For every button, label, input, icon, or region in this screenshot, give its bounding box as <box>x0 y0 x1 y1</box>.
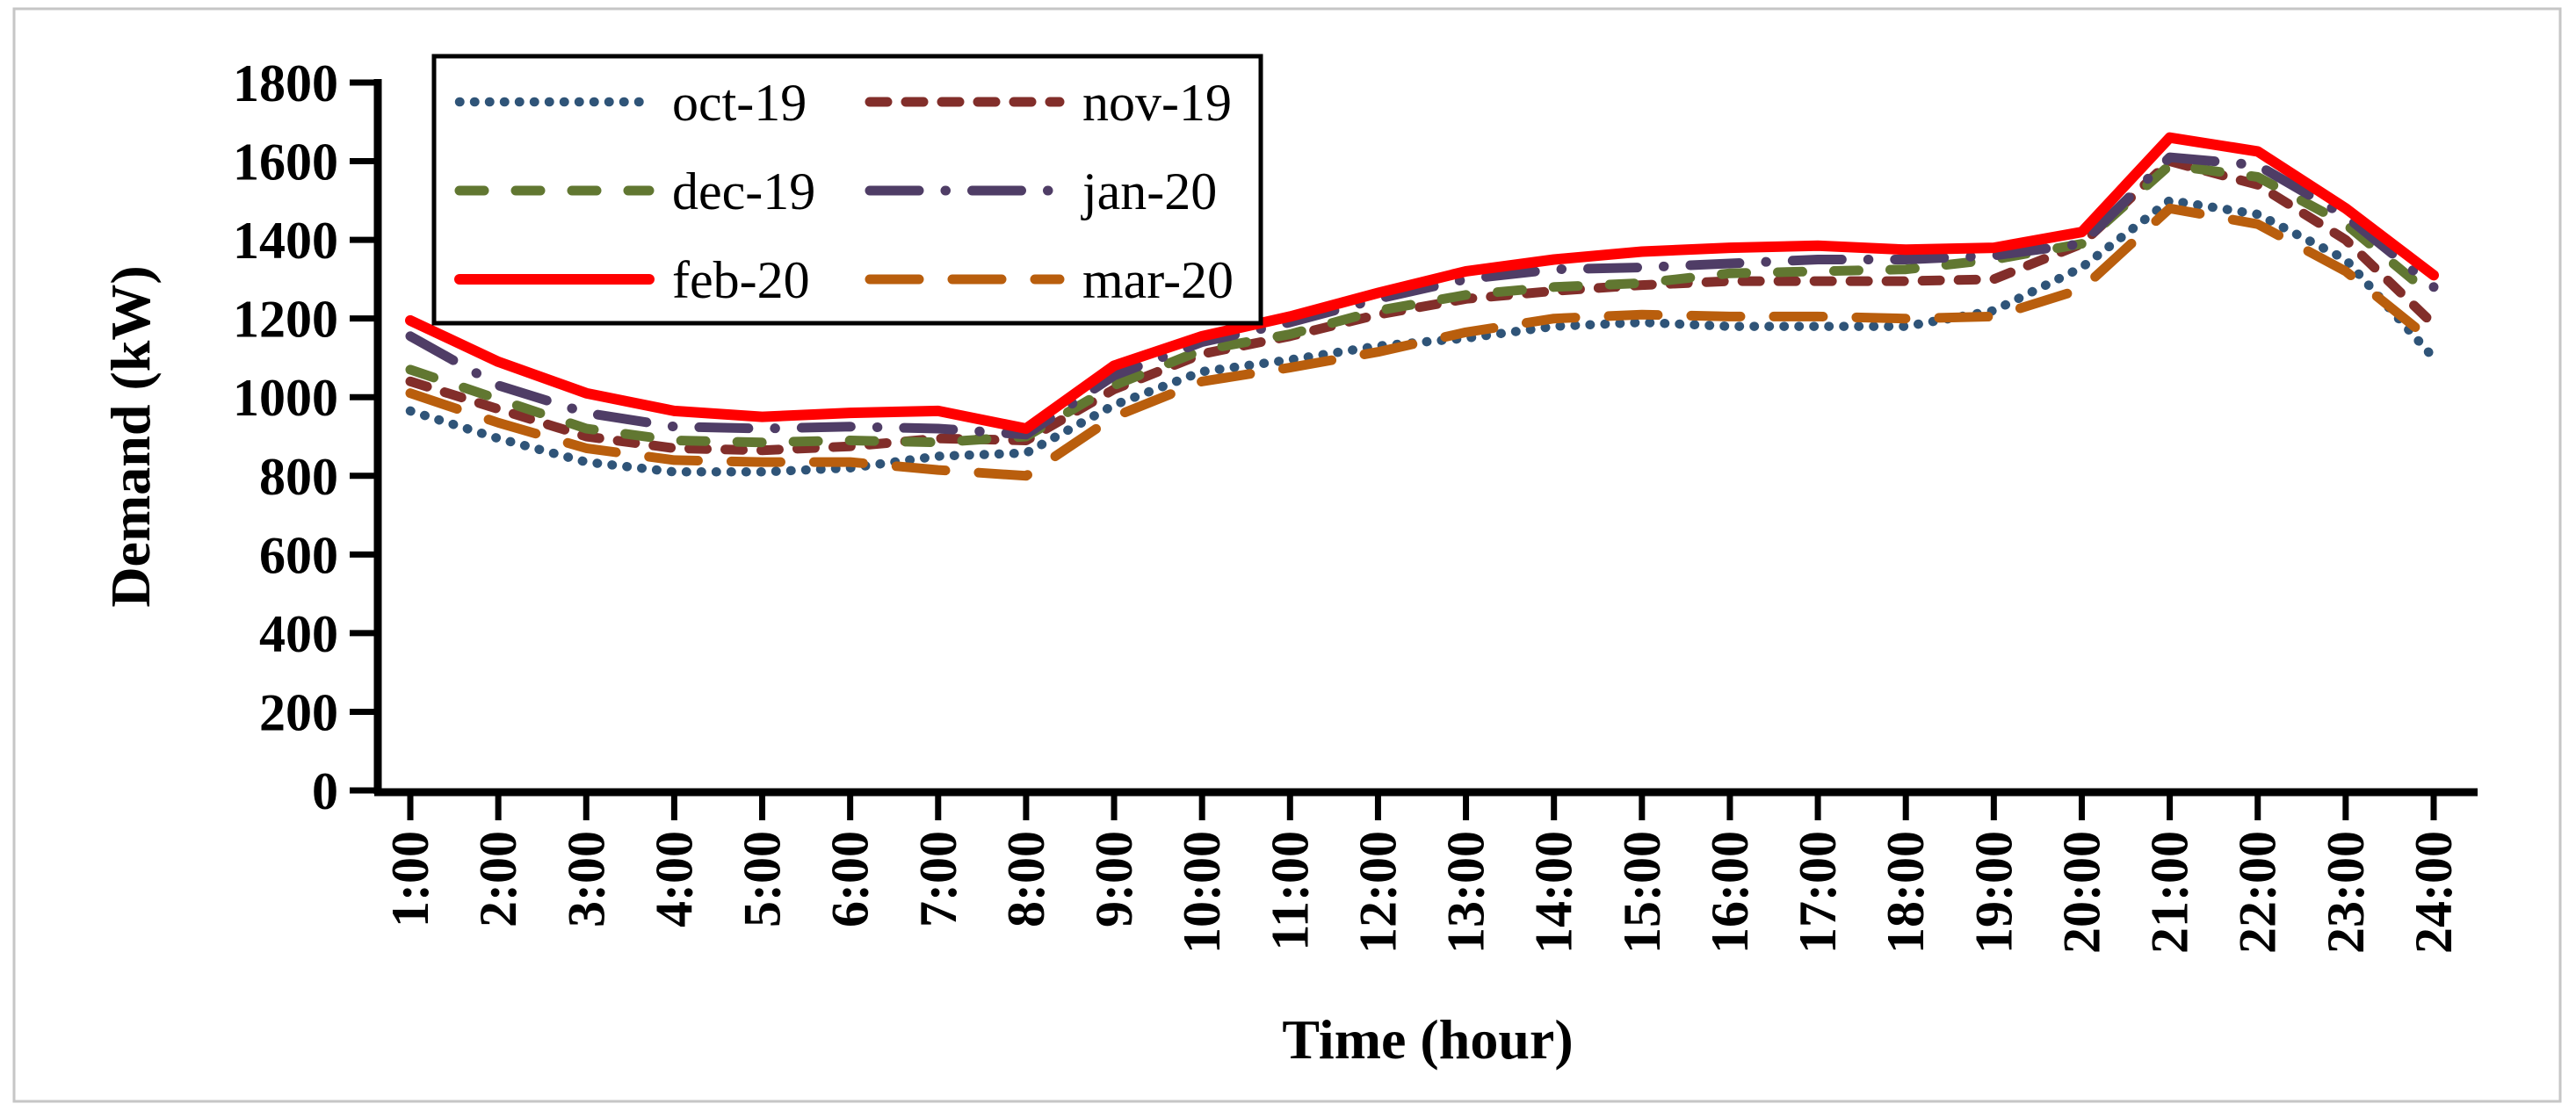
y-tick-label: 800 <box>259 448 338 506</box>
series-line-mar-20 <box>405 203 2439 481</box>
series-line-dec-19 <box>405 160 2439 448</box>
legend-label-oct-19: oct-19 <box>672 74 807 132</box>
x-tick-label: 6:00 <box>821 831 879 927</box>
x-tick-label: 4:00 <box>645 831 703 927</box>
series-line-jan-20 <box>405 152 2439 440</box>
x-tick-label: 23:00 <box>2317 831 2375 954</box>
x-tick-label: 8:00 <box>997 831 1055 927</box>
axis-ticks <box>350 79 2437 820</box>
x-axis-title: Time (hour) <box>1282 1008 1573 1071</box>
x-tick-label: 19:00 <box>1965 831 2022 954</box>
y-axis-title: Demand (kW) <box>99 265 162 607</box>
x-tick-label: 12:00 <box>1349 831 1407 954</box>
y-tick-label: 400 <box>259 605 338 663</box>
x-tick-label: 11:00 <box>1261 831 1319 951</box>
x-tick-label: 24:00 <box>2405 831 2463 954</box>
x-tick-label: 10:00 <box>1173 831 1231 954</box>
figure-border <box>12 7 2562 1103</box>
legend-label-feb-20: feb-20 <box>672 251 810 309</box>
y-tick-label: 0 <box>312 762 338 820</box>
y-tick-label: 200 <box>259 683 338 741</box>
x-tick-label: 14:00 <box>1525 831 1583 954</box>
legend: oct-19 nov-19 dec-19 jan-20 feb-20 mar-20 <box>431 54 1263 326</box>
y-tick-label: 1600 <box>233 133 338 191</box>
series-lines <box>405 132 2439 481</box>
y-tick-label: 1800 <box>233 54 338 112</box>
x-tick-label: 21:00 <box>2141 831 2199 954</box>
x-tick-label: 15:00 <box>1613 831 1671 954</box>
x-tick-label: 13:00 <box>1437 831 1495 954</box>
legend-label-jan-20: jan-20 <box>1081 162 1217 220</box>
x-tick-label: 18:00 <box>1877 831 1935 954</box>
x-tick-label: 1:00 <box>381 831 439 927</box>
x-tick-label: 9:00 <box>1085 831 1143 927</box>
legend-label-dec-19: dec-19 <box>672 162 815 220</box>
x-tick-label: 3:00 <box>557 831 615 927</box>
legend-label-nov-19: nov-19 <box>1082 74 1232 132</box>
x-tick-label: 20:00 <box>2052 831 2110 954</box>
y-tick-label: 1000 <box>233 369 338 427</box>
axis-tick-labels: 0 200 400 600 800 1000 1200 1400 1600 1800 1:00 2:0… <box>233 54 2463 954</box>
x-tick-label: 22:00 <box>2229 831 2287 954</box>
legend-label-mar-20: mar-20 <box>1082 251 1234 309</box>
x-tick-label: 16:00 <box>1701 831 1759 954</box>
series-line-feb-20 <box>405 132 2439 434</box>
x-tick-label: 7:00 <box>909 831 967 927</box>
y-tick-label: 600 <box>259 526 338 584</box>
series-line-oct-19 <box>405 196 2439 477</box>
axis-spines <box>373 79 2478 797</box>
x-tick-label: 2:00 <box>469 831 527 927</box>
y-tick-label: 1400 <box>233 212 338 270</box>
y-tick-label: 1200 <box>233 291 338 349</box>
x-tick-label: 17:00 <box>1789 831 1847 954</box>
x-tick-label: 5:00 <box>734 831 792 927</box>
